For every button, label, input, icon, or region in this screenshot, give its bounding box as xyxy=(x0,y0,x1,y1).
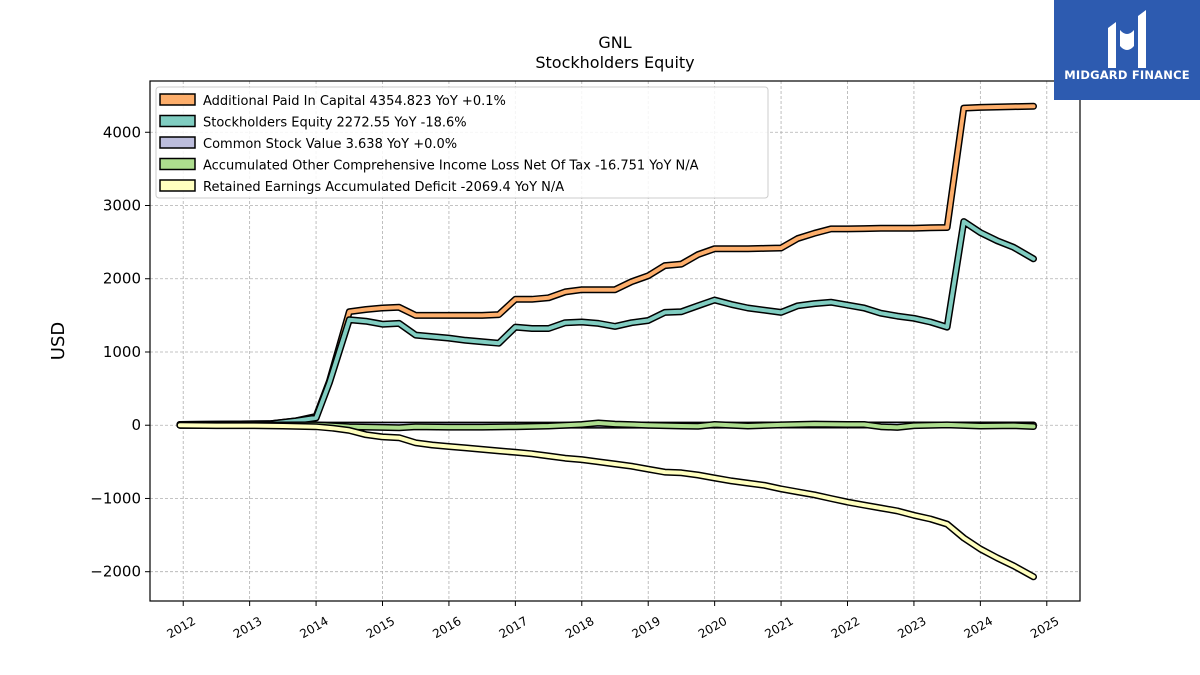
legend-box xyxy=(155,86,769,199)
legend: Additional Paid In Capital 4354.823 YoY … xyxy=(155,86,769,199)
y-tick-label: 2000 xyxy=(103,270,141,288)
brand-logo: MIDGARD FINANCE xyxy=(1054,0,1200,100)
y-tick-label: −1000 xyxy=(90,489,141,507)
legend-swatch xyxy=(159,114,196,128)
legend-swatch xyxy=(159,157,196,171)
legend-swatch xyxy=(159,179,196,192)
legend-entry: Common Stock Value 3.638 YoY +0.0% xyxy=(203,137,457,152)
legend-swatch xyxy=(159,93,196,106)
legend-swatch xyxy=(159,136,196,149)
legend-entry: Retained Earnings Accumulated Deficit -2… xyxy=(203,180,564,195)
series-line-3 xyxy=(177,421,1036,430)
legend-entry: Additional Paid In Capital 4354.823 YoY … xyxy=(203,94,506,109)
y-tick-label: 1000 xyxy=(103,343,141,361)
legend-entry: Stockholders Equity 2272.55 YoY -18.6% xyxy=(203,116,467,131)
brand-name: MIDGARD FINANCE xyxy=(1064,68,1190,82)
y-axis-label: USD xyxy=(48,322,69,360)
legend-entry: Accumulated Other Comprehensive Income L… xyxy=(203,159,699,174)
y-tick-label: 4000 xyxy=(103,123,141,141)
series-line-0 xyxy=(177,104,1036,427)
series-line-4 xyxy=(177,423,1036,579)
series-line-1 xyxy=(177,219,1036,427)
chart-subtitle: Stockholders Equity xyxy=(535,53,694,72)
y-tick-label: 0 xyxy=(131,416,141,434)
series-lines xyxy=(176,102,1037,581)
midgard-logo-icon xyxy=(1108,10,1146,68)
y-tick-label: −2000 xyxy=(90,563,141,581)
chart-title: GNL xyxy=(598,33,631,52)
y-axis: −2000 −1000 0 1000 2000 3000 4000 xyxy=(90,123,150,581)
y-tick-label: 3000 xyxy=(103,197,141,215)
plot-frame xyxy=(149,80,1081,602)
